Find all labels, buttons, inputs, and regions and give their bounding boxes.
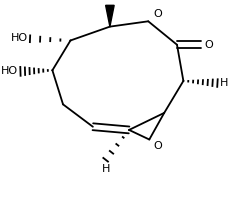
Text: O: O xyxy=(205,40,213,50)
Polygon shape xyxy=(106,5,114,27)
Text: O: O xyxy=(153,141,162,151)
Text: H: H xyxy=(102,164,110,174)
Text: H: H xyxy=(219,78,228,88)
Text: O: O xyxy=(153,9,162,19)
Text: HO: HO xyxy=(11,33,28,43)
Text: HO: HO xyxy=(1,66,18,76)
